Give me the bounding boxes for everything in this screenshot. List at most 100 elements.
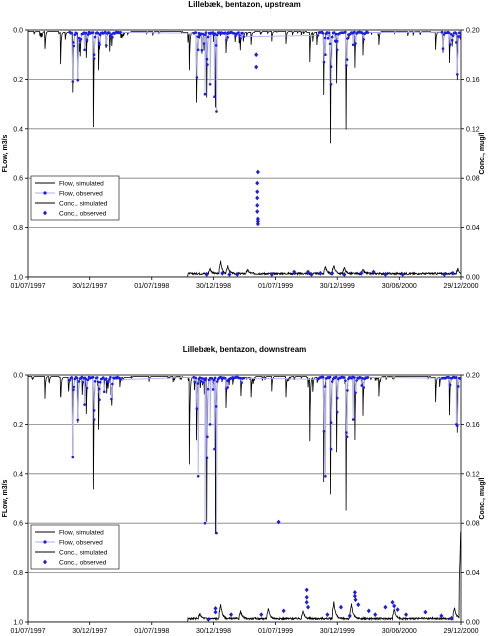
flow-observed-point — [242, 35, 245, 38]
conc-observed-point — [306, 269, 311, 275]
flow-observed-point — [329, 421, 333, 425]
flow-observed-points — [68, 375, 462, 535]
flow-observed-point — [329, 65, 333, 68]
legend-label: Flow, observed — [59, 190, 103, 197]
right-axis-label: Conc., mug/l — [479, 477, 486, 519]
flow-observed-point — [360, 384, 364, 387]
right-tick-label: 0.08 — [466, 521, 480, 528]
flow-observed-point — [85, 38, 89, 42]
flow-observed-point — [98, 43, 101, 47]
flow-observed-point — [215, 380, 219, 383]
flow-observed-point — [200, 48, 204, 52]
flow-observed-point — [104, 30, 107, 34]
right-tick-label: 0.04 — [466, 570, 480, 577]
flow-observed-point — [81, 380, 85, 384]
flow-observed-point — [102, 376, 105, 379]
flow-observed-point — [451, 34, 455, 37]
flow-observed-point — [321, 375, 325, 379]
x-tick-label: 29/12/2000 — [443, 628, 478, 635]
flow-observed-point — [105, 44, 108, 47]
right-axis-label: Conc., mug/l — [479, 132, 486, 174]
flow-observed-point — [458, 31, 461, 34]
flow-observed-point — [447, 31, 451, 35]
conc-observed-point — [390, 599, 395, 605]
right-tick-label: 0.12 — [466, 471, 480, 478]
flow-observed-point — [92, 409, 96, 412]
left-tick-label: 1.0 — [13, 620, 23, 627]
legend-label: Flow, simulated — [59, 529, 104, 536]
flow-observed-point — [238, 34, 241, 37]
flow-observed-point — [204, 377, 208, 380]
left-tick-label: 0.2 — [13, 77, 23, 84]
flow-observed-point — [199, 379, 203, 383]
conc-observed-point — [259, 612, 264, 617]
flow-observed-point — [344, 379, 347, 383]
legend-label: Conc., simulated — [59, 549, 108, 556]
x-tick-label: 30/06/2000 — [382, 628, 417, 635]
flow-observed-point — [70, 376, 73, 379]
conc-observed-point — [395, 607, 400, 613]
left-tick-label: 0.8 — [13, 570, 23, 577]
chart-title: Lillebæk, bentazon, upstream — [188, 0, 300, 9]
flow-observed-point — [447, 376, 451, 379]
conc-observed-point — [342, 272, 347, 277]
x-tick-label: 30/06/2000 — [382, 283, 417, 290]
flow-observed-point — [330, 35, 334, 39]
conc-observed-point — [304, 599, 309, 605]
flow-observed-point — [108, 31, 111, 34]
flow-observed-point — [77, 36, 81, 40]
conc-observed-point — [330, 270, 335, 276]
flow-observed-point — [213, 447, 216, 451]
x-tick-label: 30/12/1999 — [320, 628, 355, 635]
flow-observed-point — [325, 31, 329, 34]
flow-observed-point — [324, 53, 327, 56]
conc-observed-points — [206, 519, 454, 622]
flow-observed-point — [83, 48, 86, 52]
flow-observed-point — [459, 35, 462, 39]
conc-observed-point — [255, 180, 260, 186]
flow-observed-points — [68, 30, 462, 113]
flow-observed-point — [455, 32, 458, 35]
conc-observed-point — [229, 612, 234, 617]
conc-observed-point — [309, 272, 314, 277]
conc-observed-point — [213, 609, 218, 615]
flow-observed-point — [214, 44, 218, 47]
flow-observed-point — [442, 33, 446, 36]
legend-label: Conc., observed — [59, 210, 107, 217]
flow-observed-point — [321, 32, 325, 35]
flow-observed-point — [98, 398, 101, 402]
flow-observed-point — [210, 377, 214, 380]
flow-observed-point — [215, 110, 218, 113]
conc-observed-point — [325, 612, 330, 617]
flow-observed-point — [211, 31, 215, 34]
flow-observed-point — [362, 38, 366, 41]
flow-observed-point — [225, 38, 228, 42]
conc-observed-point — [347, 613, 352, 619]
flow-observed-point — [111, 382, 114, 386]
flow-observed-point — [335, 48, 339, 52]
x-tick-label: 30/12/1998 — [196, 628, 231, 635]
conc-observed-point — [352, 593, 357, 599]
flow-observed-point — [333, 39, 337, 43]
flow-observed-point — [206, 63, 209, 66]
flow-observed-point — [351, 43, 355, 47]
legend-label: Flow, simulated — [59, 180, 104, 187]
conc-observed-point — [371, 269, 376, 275]
flow-observed-point — [70, 31, 73, 35]
legend-label: Conc., simulated — [59, 200, 108, 207]
left-axis-label: FLow, m3/s — [2, 479, 9, 517]
flow-observed-point — [91, 31, 95, 34]
flow-observed-point — [93, 35, 97, 39]
x-tick-label: 01/07/1997 — [10, 628, 45, 635]
flow-observed-point — [204, 31, 208, 34]
conc-observed-point — [373, 612, 378, 617]
right-tick-label: 0.00 — [466, 620, 480, 627]
flow-observed-point — [79, 37, 83, 41]
right-tick-label: 0.12 — [466, 126, 480, 133]
flow-observed-point — [96, 380, 100, 384]
conc-observed-point — [353, 597, 358, 603]
flow-observed-point — [327, 31, 331, 34]
flow-observed-point — [440, 30, 444, 34]
conc-observed-point — [366, 608, 371, 614]
flow-observed-point — [330, 380, 334, 383]
